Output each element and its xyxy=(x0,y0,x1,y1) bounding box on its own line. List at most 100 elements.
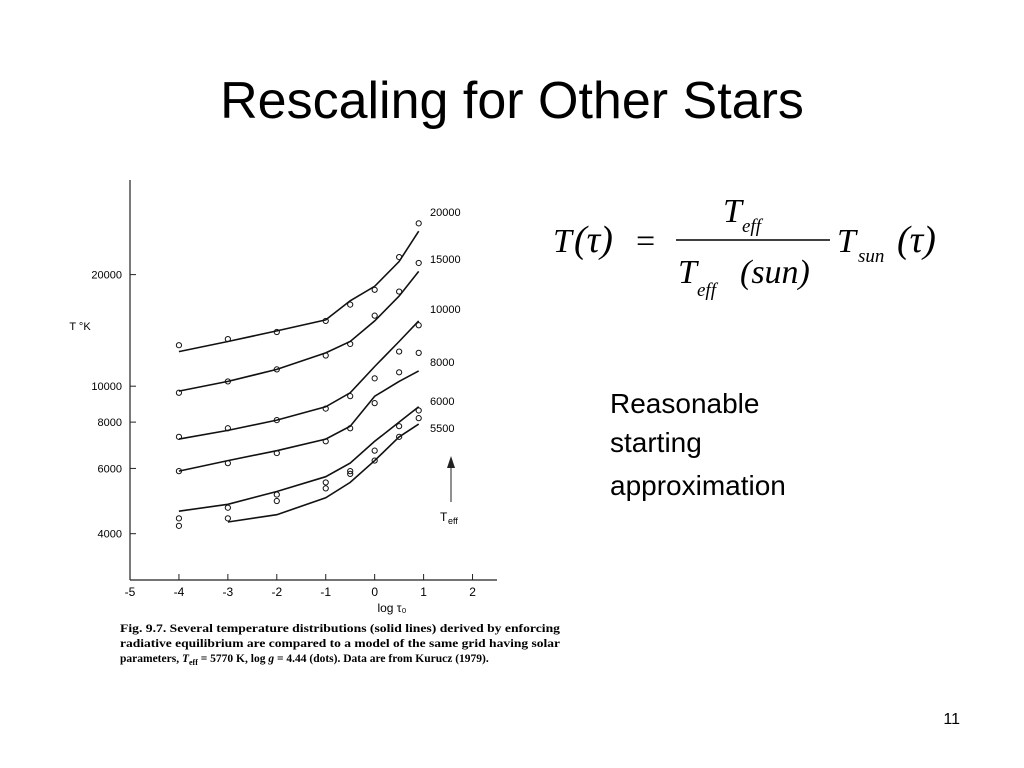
data-dot xyxy=(273,449,280,457)
caption-part: g xyxy=(267,653,274,665)
data-dot xyxy=(347,340,354,348)
data-dot xyxy=(396,433,403,440)
data-dot xyxy=(371,375,378,382)
data-dot xyxy=(273,497,280,505)
data-dot xyxy=(322,485,329,492)
data-dot xyxy=(322,405,329,412)
x-tick-label: -4 xyxy=(174,585,185,599)
eq-denominator-arg: (sun) xyxy=(740,254,810,291)
data-dot xyxy=(175,522,183,529)
data-dot xyxy=(371,447,378,454)
caption-line: parameters, Teff = 5770 K, log g = 4.44 … xyxy=(120,653,489,667)
data-dot xyxy=(396,288,403,295)
data-dot xyxy=(396,369,403,376)
model-line xyxy=(178,270,420,392)
x-tick-label: 0 xyxy=(371,585,378,599)
eq-lhs-arg: (τ) xyxy=(574,219,613,261)
data-dot xyxy=(322,479,329,486)
data-dot xyxy=(371,400,378,407)
eq-factor-sub: sun xyxy=(858,246,884,267)
model-line xyxy=(227,423,420,523)
x-tick-label: 2 xyxy=(469,585,476,599)
body-text: approximation xyxy=(610,470,786,501)
caption-line: Fig. 9.7. Several temperature distributi… xyxy=(120,623,560,635)
data-dot xyxy=(175,515,183,522)
y-axis-label: T °K xyxy=(69,321,91,333)
data-dot xyxy=(415,349,422,356)
figure: 4000 6000 8000 10000 20000 -5 -4 -3 -2 -1 0 1 2 T °K l… xyxy=(69,180,560,667)
x-tick-label: -2 xyxy=(271,585,282,599)
equation: T (τ) = T eff T eff (sun) T sun (τ) xyxy=(553,193,936,301)
data-dot xyxy=(273,491,280,498)
curve-label: 15000 xyxy=(430,254,461,266)
data-dot xyxy=(347,301,354,308)
data-dot xyxy=(175,433,183,440)
data-dot xyxy=(322,352,329,359)
eq-equals: = xyxy=(636,223,655,260)
data-dot xyxy=(396,423,403,430)
curve-label: 6000 xyxy=(430,396,454,408)
data-dot xyxy=(347,468,354,475)
x-tick-label: -3 xyxy=(223,585,234,599)
data-dot xyxy=(415,322,422,329)
data-dot xyxy=(415,220,422,227)
eq-numerator-sub: eff xyxy=(742,216,764,237)
model-line xyxy=(178,230,420,353)
data-dot xyxy=(175,342,183,349)
data-dot xyxy=(322,317,329,325)
caption-part: T xyxy=(182,653,190,665)
slide-title: Rescaling for Other Stars xyxy=(220,72,804,130)
data-dot xyxy=(175,389,183,396)
data-dot xyxy=(224,504,231,511)
caption-part: = 5770 K, log xyxy=(198,653,268,665)
arrow-label-sub: eff xyxy=(448,516,458,526)
data-dot xyxy=(347,393,354,400)
body-text: starting xyxy=(610,427,702,458)
model-line xyxy=(178,370,420,472)
x-tick-label: -5 xyxy=(125,585,136,599)
data-dot xyxy=(224,335,231,343)
data-dot xyxy=(224,425,231,432)
model-line xyxy=(178,320,420,440)
data-dot xyxy=(415,415,422,422)
eq-denominator-sub: eff xyxy=(697,280,719,301)
y-tick-label: 8000 xyxy=(98,417,122,429)
curve-label: 10000 xyxy=(430,304,461,316)
data-dot xyxy=(273,366,280,373)
x-tick-label: -1 xyxy=(320,585,331,599)
caption-line: radiative equilibrium are compared to a … xyxy=(120,638,560,650)
eq-factor-arg: (τ) xyxy=(897,219,936,261)
y-tick-label: 20000 xyxy=(91,270,122,282)
eq-numerator: T xyxy=(723,193,744,230)
arrow-label: T xyxy=(440,510,448,524)
x-axis-label: log τ₀ xyxy=(377,601,406,615)
data-dot xyxy=(273,417,280,424)
curve-label: 20000 xyxy=(430,207,461,219)
model-line xyxy=(178,406,420,512)
data-dot xyxy=(347,470,354,477)
data-dot xyxy=(415,259,422,267)
eq-denominator: T xyxy=(678,254,699,291)
data-dot xyxy=(396,348,403,355)
data-dot xyxy=(347,425,354,432)
data-dot xyxy=(224,460,231,467)
caption-part: parameters, xyxy=(120,653,182,665)
data-dot xyxy=(371,457,378,464)
data-dot xyxy=(322,438,329,445)
arrow-head xyxy=(447,456,455,468)
x-tick-label: 1 xyxy=(420,585,427,599)
data-dot xyxy=(224,515,231,522)
data-dot xyxy=(175,468,183,475)
data-dot xyxy=(415,407,422,414)
y-tick-label: 4000 xyxy=(98,529,122,541)
body-text: Reasonable xyxy=(610,388,759,419)
y-tick-label: 10000 xyxy=(91,381,122,393)
data-dot xyxy=(224,378,231,385)
data-dot xyxy=(371,286,378,293)
curve-label: 5500 xyxy=(430,423,454,435)
data-dot xyxy=(273,328,280,336)
caption-part: = 4.44 (dots). Data are from Kurucz (197… xyxy=(274,653,489,665)
data-dot xyxy=(371,312,378,319)
